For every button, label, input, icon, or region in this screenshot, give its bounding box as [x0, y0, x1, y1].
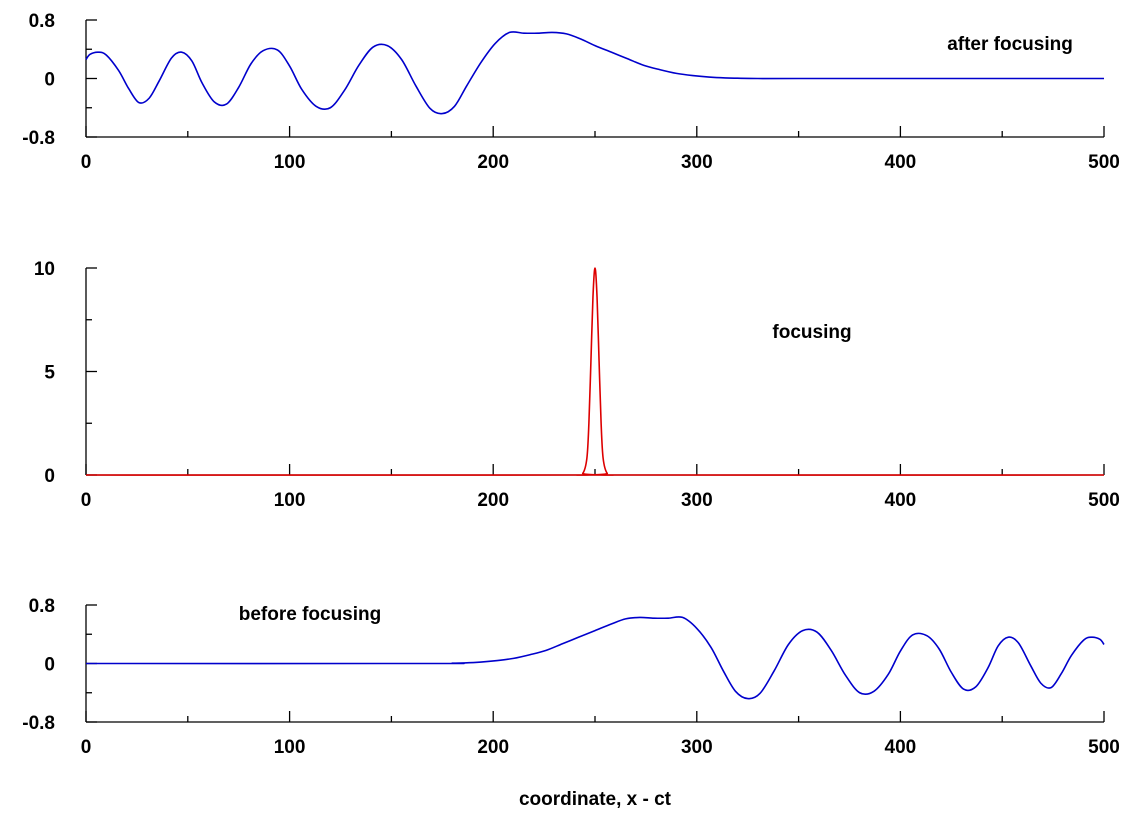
series-line	[85, 31, 1104, 115]
y-tick-label: 5	[44, 363, 55, 384]
x-tick-label: 0	[81, 152, 92, 173]
panel-before-focusing: 0 100 200 300 400 500 0.8 0 -0.8 before focusing c…	[22, 596, 1120, 810]
x-tick-label: 0	[81, 737, 92, 758]
x-tick-label: 400	[885, 490, 917, 511]
x-tick-label: 400	[885, 152, 917, 173]
x-tick-label: 200	[477, 737, 509, 758]
x-tick-label: 0	[81, 490, 92, 511]
y-tick-label: -0.8	[22, 713, 55, 734]
x-axis-label: coordinate, x - ct	[519, 789, 672, 810]
y-tick-label: 0	[44, 70, 55, 91]
x-tick-label: 200	[477, 152, 509, 173]
panel-annotation: after focusing	[947, 34, 1073, 55]
panel-focusing: 0 100 200 300 400 500 10 5 0 focusing	[34, 259, 1120, 511]
y-tick-label: 0	[44, 655, 55, 676]
panel-annotation: focusing	[772, 322, 851, 343]
y-tick-label: -0.8	[22, 128, 55, 149]
x-tick-label: 100	[274, 737, 306, 758]
x-tick-label: 300	[681, 490, 713, 511]
series-line	[85, 616, 1105, 700]
y-tick-label: 0.8	[29, 11, 55, 32]
x-tick-label: 300	[681, 152, 713, 173]
panel-annotation: before focusing	[239, 604, 382, 625]
x-tick-label: 400	[885, 737, 917, 758]
x-tick-label: 200	[477, 490, 509, 511]
x-tick-label: 500	[1088, 152, 1120, 173]
y-tick-label: 0.8	[29, 596, 55, 617]
series-line	[85, 267, 1105, 476]
x-tick-label: 100	[274, 490, 306, 511]
x-tick-label: 500	[1088, 737, 1120, 758]
y-tick-label: 0	[44, 466, 55, 487]
x-tick-label: 300	[681, 737, 713, 758]
x-tick-label: 100	[274, 152, 306, 173]
panel-after-focusing: 0 100 200 300 400 500 0.8 0 -0.8 after focusing	[22, 11, 1120, 173]
y-tick-label: 10	[34, 259, 55, 280]
x-tick-label: 500	[1088, 490, 1120, 511]
